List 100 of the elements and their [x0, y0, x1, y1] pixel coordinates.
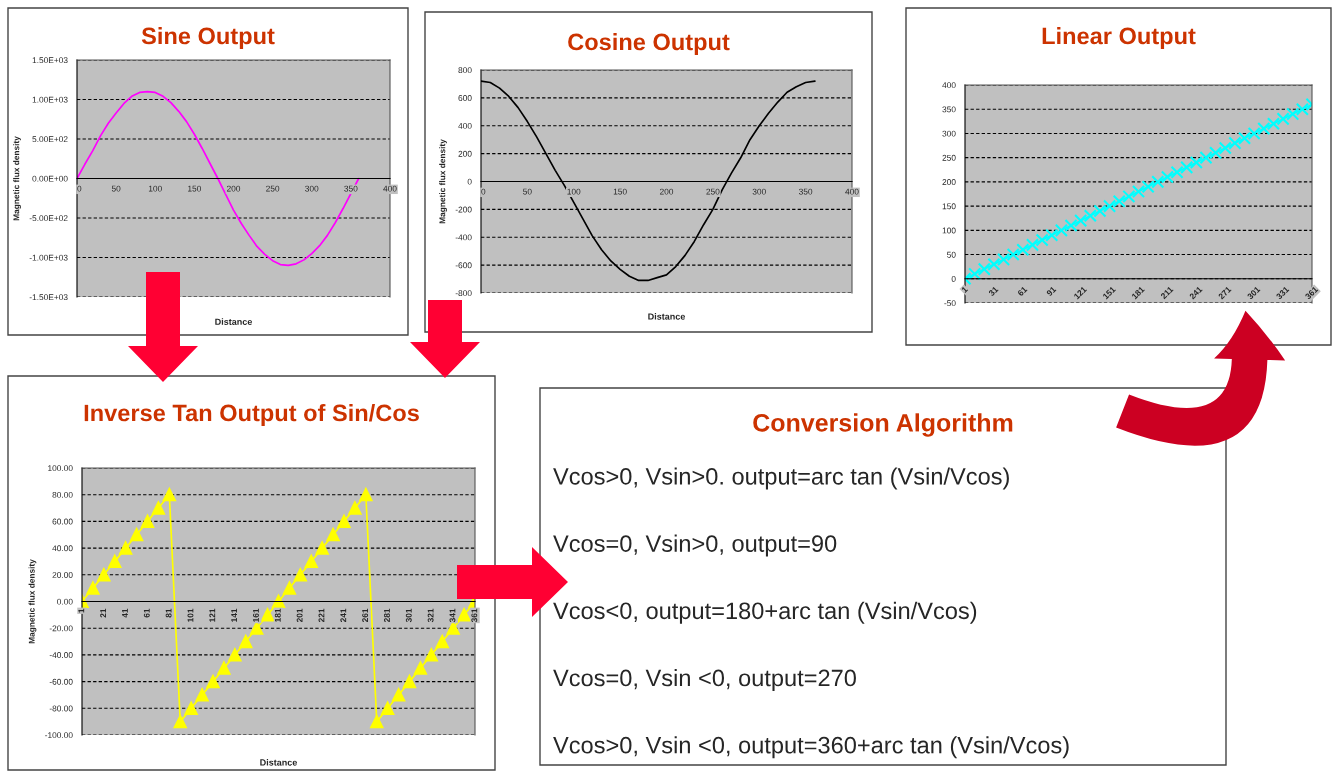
y-tick-label: -400: [455, 234, 472, 241]
text: Conversion Algorithm: [753, 413, 1013, 437]
point: [968, 267, 982, 281]
y-tick-label: -1.50E+03: [29, 294, 68, 301]
point: [217, 661, 231, 675]
point: [1170, 165, 1184, 179]
y-tick-label: 600: [458, 95, 472, 101]
point: [1286, 107, 1300, 121]
point: [1122, 189, 1136, 204]
x-tick-label: 281: [384, 608, 390, 623]
y-tick-label: 200: [942, 179, 956, 185]
point: [1160, 170, 1175, 184]
chart-title: Cosine Output: [568, 33, 730, 55]
point: [260, 608, 275, 622]
point: [304, 554, 318, 569]
point: [996, 252, 1011, 266]
point: [359, 488, 373, 502]
point: [129, 528, 144, 542]
point: [1180, 160, 1194, 174]
point: [1064, 218, 1078, 233]
x-tick-label: 300: [305, 185, 319, 192]
point: [108, 554, 122, 569]
x-axis-title: Distance: [648, 313, 686, 320]
point: [86, 581, 100, 595]
x-tick-label: 261: [362, 608, 369, 623]
point: [151, 501, 166, 515]
point: [195, 688, 209, 702]
x-tick-label: 21: [100, 608, 106, 618]
y-tick-label: 400: [942, 82, 956, 89]
x-tick-label: 31: [988, 286, 999, 297]
x-tick-label: 300: [752, 188, 766, 195]
x-tick-label: 91: [1046, 286, 1057, 297]
y-tick-label: 50: [947, 251, 956, 258]
point: [250, 621, 264, 635]
y-axis-title: Magnetic flux density: [13, 136, 21, 221]
y-tick-label: 100: [942, 227, 956, 234]
x-tick-label: 61: [1017, 286, 1028, 297]
y-tick-label: -800: [455, 290, 472, 297]
x-tick-label: 41: [122, 608, 128, 618]
y-tick-label: -50: [944, 300, 956, 307]
y-tick-label: 0.00E+00: [32, 175, 68, 182]
y-tick-label: 150: [942, 203, 956, 210]
y-tick-label: 200: [458, 150, 472, 157]
x-tick-label: 50: [111, 185, 121, 192]
y-tick-label: 250: [942, 154, 956, 161]
point: [381, 701, 395, 715]
point: [1083, 209, 1097, 223]
line-series: [77, 90, 360, 267]
x-tick-label: 151: [1102, 286, 1116, 300]
x-tick-label: 121: [1073, 286, 1087, 300]
x-tick-label: 350: [344, 185, 358, 192]
y-tick-label: 0: [467, 178, 472, 185]
point: [1102, 199, 1117, 213]
x-tick-label: 241: [340, 608, 347, 623]
point: [97, 568, 111, 582]
point: [239, 634, 253, 649]
x-tick-label: 101: [187, 608, 194, 622]
x-tick-label: 81: [165, 608, 172, 618]
x-tick-label: 0: [481, 188, 486, 195]
y-tick-label: -60.00: [49, 678, 73, 685]
y-tick-label: 5.00E+02: [32, 136, 68, 143]
x-tick-label: 271: [1217, 286, 1232, 300]
y-tick-label: -40.00: [49, 652, 73, 658]
x-tick-label: 301: [1246, 286, 1261, 300]
point: [184, 701, 198, 715]
point: [348, 501, 362, 515]
point: [413, 661, 428, 675]
point: [228, 648, 242, 662]
x-tick-label: 400: [845, 188, 859, 195]
x-tick-label: 361: [471, 608, 478, 623]
chart-title: Inverse Tan Output of Sin/Cos: [84, 403, 419, 427]
y-tick-label: -100.00: [45, 732, 73, 739]
y-tick-label: 1.00E+03: [32, 96, 68, 103]
point: [1016, 243, 1030, 257]
x-tick-label: 301: [405, 608, 412, 623]
point: [140, 514, 155, 528]
point: [119, 541, 133, 555]
point: [162, 488, 176, 502]
point: [1199, 151, 1213, 165]
point: [282, 581, 297, 595]
x-tick-label: 211: [1160, 286, 1174, 300]
x-tick-label: 0: [77, 185, 82, 192]
y-tick-label: -20.00: [49, 625, 73, 632]
point: [1131, 184, 1146, 199]
point: [1266, 117, 1281, 131]
x-axis-title: Distance: [215, 318, 253, 325]
point: [1209, 146, 1223, 160]
y-axis-title: Magnetic flux density: [439, 139, 447, 224]
x-tick-label: 100: [148, 185, 162, 192]
x-tick-label: 321: [427, 608, 434, 623]
x-tick-label: 1: [961, 286, 968, 293]
x-tick-label: 161: [253, 608, 259, 622]
x-tick-label: 250: [266, 185, 280, 192]
point: [337, 514, 351, 528]
y-tick-label: 80.00: [52, 491, 73, 498]
x-tick-label: 50: [523, 188, 532, 195]
x-tick-label: 150: [613, 188, 627, 195]
point: [446, 621, 460, 635]
point: [1035, 233, 1049, 247]
x-tick-label: 350: [798, 188, 813, 195]
